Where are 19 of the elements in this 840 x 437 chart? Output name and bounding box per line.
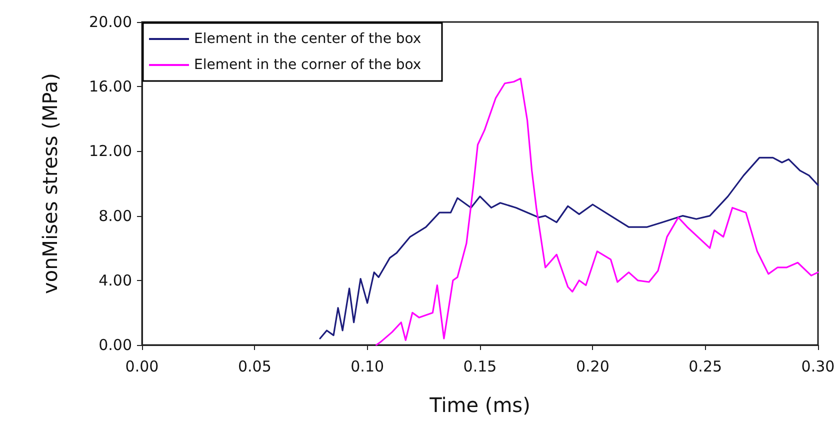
line-series bbox=[376, 78, 819, 346]
x-axis-title: Time (ms) bbox=[428, 393, 530, 417]
x-tick-label: 0.15 bbox=[463, 358, 497, 376]
y-tick-label: 0.00 bbox=[98, 336, 132, 354]
y-tick-label: 16.00 bbox=[89, 78, 132, 96]
x-tick-label: 0.00 bbox=[125, 358, 159, 376]
x-tick-label: 0.30 bbox=[801, 358, 835, 376]
x-tick-label: 0.10 bbox=[350, 358, 384, 376]
y-axis-title: vonMises stress (MPa) bbox=[38, 73, 62, 294]
x-tick-label: 0.05 bbox=[238, 358, 272, 376]
y-tick-label: 20.00 bbox=[89, 13, 132, 31]
x-tick-label: 0.25 bbox=[688, 358, 722, 376]
line-series bbox=[319, 156, 819, 340]
legend-label: Element in the center of the box bbox=[194, 31, 422, 47]
legend-label: Element in the corner of the box bbox=[194, 57, 422, 73]
y-tick-label: 8.00 bbox=[98, 206, 132, 225]
y-tick-label: 4.00 bbox=[98, 271, 132, 290]
x-tick-label: 0.20 bbox=[576, 358, 610, 376]
y-tick-label: 12.00 bbox=[89, 142, 132, 160]
